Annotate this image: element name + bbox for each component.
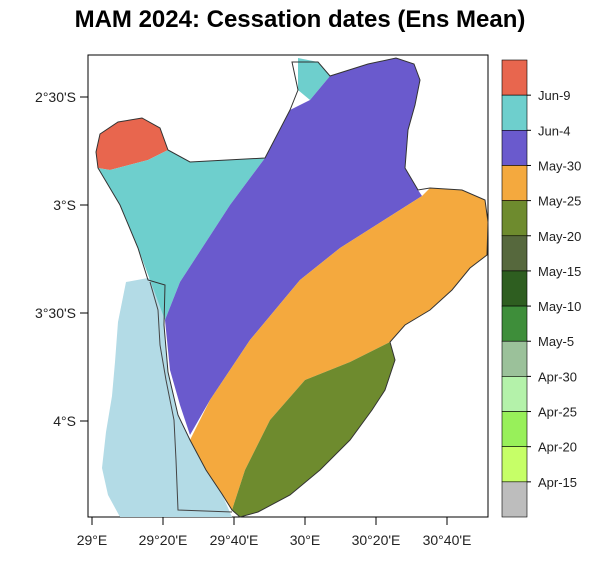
zone-jun-4 [98, 150, 265, 320]
legend-swatch [501, 376, 528, 412]
y-tick-label: 3°30'S [35, 305, 76, 321]
y-tick-label: 4°S [53, 413, 76, 429]
x-axis: 29°E 29°20'E 29°40'E 30°E 30°20'E 30°40'… [77, 517, 472, 548]
legend-swatch [501, 200, 528, 237]
legend-swatch [501, 270, 528, 307]
legend-label: Apr-15 [538, 475, 577, 490]
map-title: MAM 2024: Cessation dates (Ens Mean) [74, 6, 526, 33]
y-tick-label: 2°30'S [35, 89, 76, 105]
y-tick-label: 3°S [53, 197, 76, 213]
legend-label: May-10 [538, 299, 581, 314]
country-boundary [95, 57, 489, 518]
x-tick-label: 29°40'E [210, 532, 259, 548]
legend-swatch [501, 59, 528, 96]
legend-label: May-25 [538, 194, 581, 209]
legend-label: Jun-4 [538, 123, 571, 138]
x-tick-label: 29°E [77, 532, 108, 548]
legend-swatch [501, 94, 528, 131]
color-legend: Jun-9 Jun-4 May-30 May-25 May-20 May-15 May-10… [501, 59, 581, 518]
lake-tanganyika [102, 278, 232, 517]
legend-swatch [501, 411, 528, 447]
legend-swatch [501, 446, 528, 483]
legend-swatch [501, 305, 528, 342]
legend-label: May-20 [538, 229, 581, 244]
legend-label: Apr-20 [538, 440, 577, 455]
legend-swatch [501, 481, 528, 518]
legend-swatch [501, 340, 528, 377]
x-tick-label: 30°E [290, 532, 321, 548]
lake-border-line [149, 281, 233, 513]
y-axis: 2°30'S 3°S 3°30'S 4°S [35, 89, 88, 429]
x-tick-label: 30°40'E [423, 532, 472, 548]
zone-may-20 [232, 342, 395, 517]
legend-label: May-5 [538, 334, 574, 349]
legend-swatch [501, 130, 528, 166]
zone-jun-9 [96, 118, 168, 170]
legend-label: Apr-30 [538, 369, 577, 384]
legend-label: Jun-9 [538, 88, 571, 103]
zone-may-30 [165, 58, 422, 435]
zone-may-25 [190, 188, 488, 510]
zone-jun-4-north [298, 58, 330, 100]
legend-label: May-30 [538, 158, 581, 173]
legend-label: Apr-25 [538, 405, 577, 420]
legend-label: May-15 [538, 264, 581, 279]
legend-swatch [501, 235, 528, 272]
x-tick-label: 29°20'E [139, 532, 188, 548]
legend-swatch [501, 165, 528, 201]
x-tick-label: 30°20'E [352, 532, 401, 548]
